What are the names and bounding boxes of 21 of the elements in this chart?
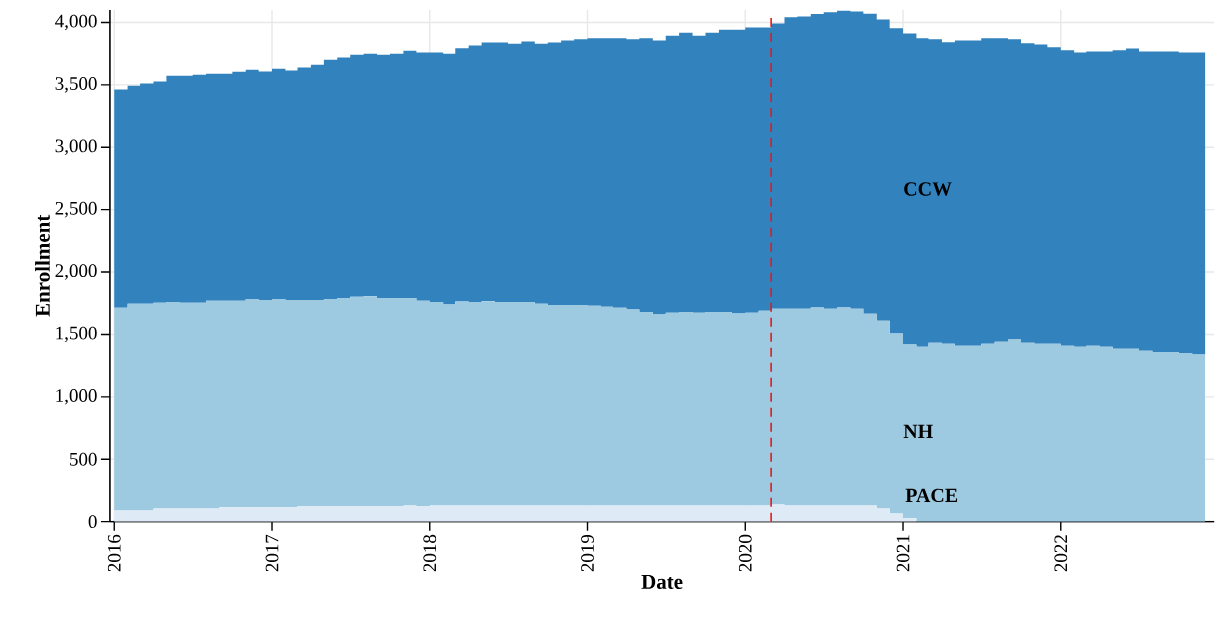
x-tick-label: 2020 — [738, 535, 752, 572]
x-tick-label: 2022 — [1054, 535, 1068, 572]
series-label: NH — [903, 425, 933, 439]
y-tick-label: 1,500 — [56, 326, 97, 343]
y-tick-label: 2,000 — [55, 264, 97, 281]
y-tick-label: 0 — [88, 515, 97, 529]
x-tick-label: 2016 — [107, 534, 121, 572]
y-tick-label: 3,000 — [55, 139, 97, 156]
y-axis-title: Enrollment — [35, 215, 50, 317]
series-label: PACE — [905, 488, 958, 503]
x-tick-label: 2018 — [423, 535, 437, 572]
x-tick-label: 2017 — [265, 534, 279, 572]
y-tick-label: 500 — [70, 453, 97, 466]
y-tick-label: 4,000 — [55, 14, 97, 31]
x-axis-title: Date — [641, 575, 683, 590]
x-tick-label: 2019 — [581, 535, 594, 572]
series-label: CCW — [904, 182, 952, 196]
y-tick-label: 3,500 — [55, 77, 97, 93]
x-tick-label: 2021 — [896, 535, 910, 572]
y-tick-label: 2,500 — [55, 202, 97, 218]
y-tick-label: 1,000 — [56, 389, 97, 405]
